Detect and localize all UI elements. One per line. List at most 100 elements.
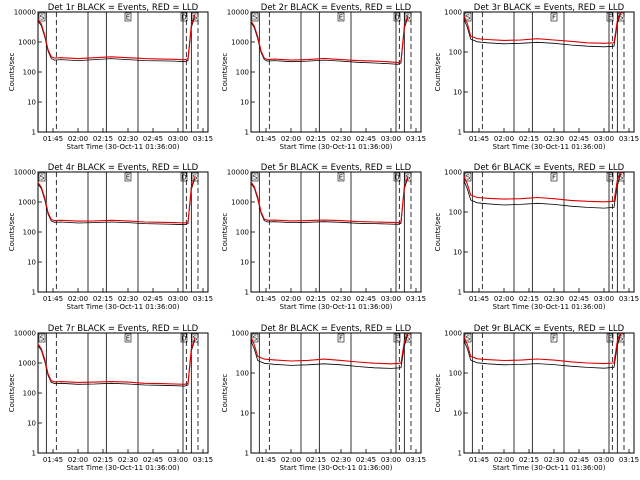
segment-marker-box [251,12,259,22]
segment-marker-box [404,172,412,182]
y-tick-label: 100 [23,229,36,237]
segment-marker-box [180,172,188,182]
x-tick-label: 03:15 [406,295,426,303]
segment-marker-box [464,172,472,182]
segment-marker: S [40,174,45,182]
x-tick-label: 03:00 [381,135,401,143]
x-tick-label: 02:30 [544,295,564,303]
segment-marker: S [40,335,45,343]
lld-series-line [463,332,622,365]
x-tick-label: 01:45 [256,295,276,303]
x-tick-label: 03:15 [406,456,426,464]
y-tick-label: 100 [236,229,249,237]
segment-marker: F [552,174,556,182]
y-tick-label: 1000 [231,199,249,207]
segment-marker-box [606,333,614,343]
x-tick-label: 02:30 [544,456,564,464]
chart-title: Det 3r BLACK = Events, RED = LLD [474,3,625,13]
y-tick-label: 10000 [227,9,249,17]
x-tick-label: 03:00 [381,456,401,464]
y-tick-label: 1 [245,450,249,458]
x-tick-label: 01:45 [256,135,276,143]
segment-marker: S [193,335,198,343]
y-tick-label: 1000 [444,9,462,17]
chart-title: Det 7r BLACK = Events, RED = LLD [48,324,199,334]
y-tick-label: 100 [449,370,462,378]
x-tick-label: 02:30 [331,135,351,143]
x-tick-label: 01:45 [469,456,489,464]
events-series-line [250,334,409,369]
x-axis-label: Start Time (30-Oct-11 01:36:00) [493,464,606,472]
x-axis-label: Start Time (30-Oct-11 01:36:00) [67,464,180,472]
x-tick-label: 03:15 [406,135,426,143]
events-series-line [463,173,622,209]
segment-marker: E [339,14,343,22]
chart-title: Det 1r BLACK = Events, RED = LLD [48,3,199,13]
segment-marker: D [181,335,186,343]
x-tick-label: 02:15 [306,456,326,464]
y-tick-label: 10000 [14,169,36,177]
x-tick-label: 02:45 [569,135,589,143]
lld-series-line [463,11,622,44]
x-axis-label: Start Time (30-Oct-11 01:36:00) [67,303,180,311]
segment-marker-box [124,12,132,22]
x-tick-label: 02:45 [356,295,376,303]
plot-frame [250,171,422,293]
chart-panel: Det 2r BLACK = Events, RED = LLD 1 10 100 10… [221,3,426,151]
x-tick-label: 02:15 [93,135,113,143]
x-tick-label: 02:00 [68,456,88,464]
chart-title: Det 8r BLACK = Events, RED = LLD [261,324,412,334]
events-series-line [463,334,622,369]
x-tick-label: 02:15 [519,295,539,303]
y-tick-label: 100 [23,390,36,398]
y-tick-label: 10 [453,89,462,97]
x-tick-label: 01:45 [43,295,63,303]
segment-marker-box [191,12,199,22]
x-tick-label: 02:15 [306,295,326,303]
y-axis-label: Counts/sec [434,213,442,252]
x-tick-label: 02:30 [118,295,138,303]
x-tick-label: 02:45 [569,456,589,464]
events-series-line [250,178,409,225]
x-axis-label: Start Time (30-Oct-11 01:36:00) [280,303,393,311]
x-tick-label: 02:45 [569,295,589,303]
x-tick-label: 01:45 [43,135,63,143]
lld-series-line [250,332,409,365]
x-axis-label: Start Time (30-Oct-11 01:36:00) [493,143,606,151]
x-tick-label: 02:15 [306,135,326,143]
x-tick-label: 02:00 [494,135,514,143]
x-tick-label: 03:15 [193,456,213,464]
x-tick-label: 02:15 [519,456,539,464]
x-tick-label: 02:45 [143,295,163,303]
segment-marker-box [124,172,132,182]
segment-marker: E [608,14,612,22]
y-tick-label: 10 [240,99,249,107]
segment-marker: E [608,335,612,343]
segment-marker-box [180,12,188,22]
segment-marker-box [38,333,46,343]
plot-frame [463,171,635,293]
y-tick-label: 100 [236,370,249,378]
y-axis-label: Counts/sec [8,53,16,92]
x-tick-label: 02:30 [118,135,138,143]
segment-marker-box [38,12,46,22]
y-tick-label: 1 [458,450,462,458]
y-tick-label: 10000 [14,9,36,17]
x-tick-label: 02:15 [93,456,113,464]
segment-marker-box [393,333,401,343]
chart-panel: Det 5r BLACK = Events, RED = LLD 1 10 100 10… [221,163,426,311]
segment-marker: E [608,174,612,182]
y-axis-label: Counts/sec [434,53,442,92]
y-tick-label: 100 [449,49,462,57]
events-series-line [37,178,196,226]
chart-panel: Det 8r BLACK = Events, RED = LLD 1 10 100 10… [221,324,426,472]
x-tick-label: 02:00 [281,456,301,464]
segment-marker: S [466,14,471,22]
x-tick-label: 02:30 [331,456,351,464]
segment-marker-box [606,12,614,22]
lld-series-line [37,176,196,224]
segment-marker: S [193,174,198,182]
segment-marker: E [126,335,130,343]
y-tick-label: 1 [245,129,249,137]
segment-marker: S [406,335,411,343]
